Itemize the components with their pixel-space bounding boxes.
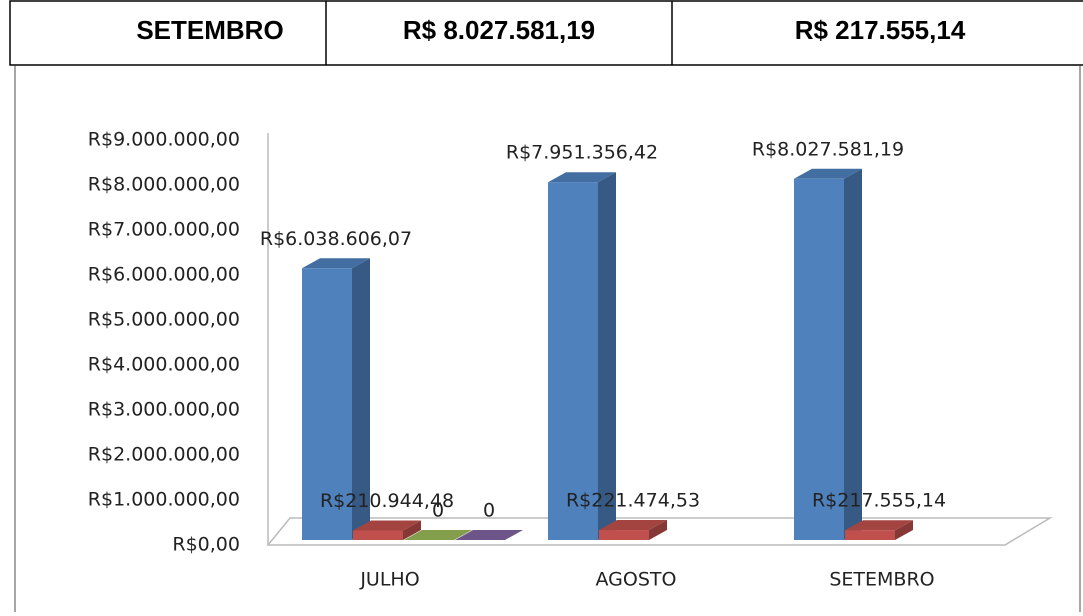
value-label: R$6.038.606,07 <box>260 228 412 250</box>
bar <box>599 530 649 540</box>
y-tick-label: R$0,00 <box>172 534 240 556</box>
bar <box>845 530 895 540</box>
y-tick-label: R$3.000.000,00 <box>88 399 240 421</box>
value-label: R$8.027.581,19 <box>752 138 904 160</box>
x-tick-label: SETEMBRO <box>829 569 934 591</box>
y-tick-label: R$9.000.000,00 <box>88 129 240 151</box>
bar-side <box>844 168 862 540</box>
bar-side <box>598 172 616 540</box>
bar <box>794 178 844 540</box>
y-tick-label: R$8.000.000,00 <box>88 174 240 196</box>
bar-side <box>352 258 370 540</box>
bar-side <box>403 520 421 540</box>
bar-top <box>548 172 616 183</box>
bar <box>353 530 403 540</box>
bar-top <box>599 520 667 531</box>
bar-top <box>404 530 472 540</box>
bar-side <box>895 520 913 540</box>
table-cell: R$ 8.027.581,19 <box>403 15 595 45</box>
value-label: R$217.555,14 <box>812 490 946 512</box>
bar <box>548 182 598 540</box>
value-label: R$210.944,48 <box>320 490 454 512</box>
y-tick-label: R$6.000.000,00 <box>88 264 240 286</box>
table-cell: SETEMBRO <box>136 15 283 45</box>
table-cell: R$ 217.555,14 <box>795 15 966 45</box>
value-label: R$7.951.356,42 <box>506 142 658 164</box>
x-tick-label: JULHO <box>359 569 419 591</box>
y-tick-label: R$2.000.000,00 <box>88 444 240 466</box>
y-tick-label: R$4.000.000,00 <box>88 354 240 376</box>
y-tick-label: R$7.000.000,00 <box>88 219 240 241</box>
value-label: R$221.474,53 <box>566 490 700 512</box>
bar <box>302 268 352 540</box>
y-tick-label: R$5.000.000,00 <box>88 309 240 331</box>
bar-top <box>353 520 421 531</box>
bar-top <box>845 520 913 531</box>
value-label: 0 <box>483 500 495 522</box>
bar-top <box>455 530 523 540</box>
table-row <box>9 0 1083 66</box>
value-label: 0 <box>432 500 444 522</box>
bar-side <box>649 520 667 540</box>
bar-top <box>302 258 370 269</box>
x-tick-label: AGOSTO <box>596 569 677 591</box>
y-tick-label: R$1.000.000,00 <box>88 489 240 511</box>
bar-top <box>794 168 862 179</box>
